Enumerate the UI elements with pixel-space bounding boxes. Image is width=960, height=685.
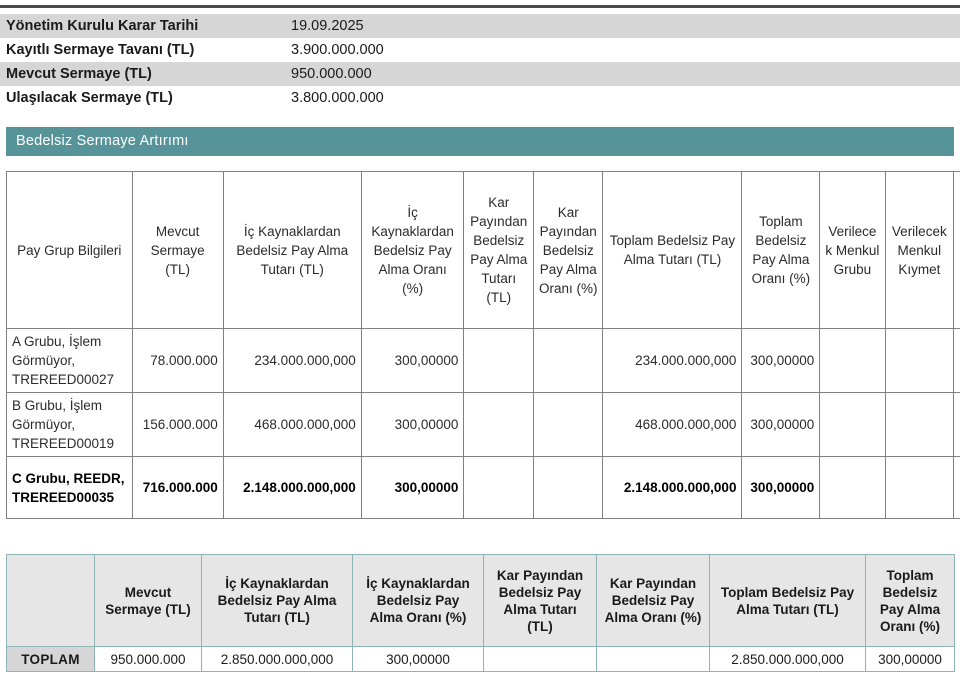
table-row: A Grubu, İşlem Görmüyor, TREREED00027 78… <box>6 328 960 393</box>
detail-cell-menkul-kiymet <box>884 328 955 393</box>
summary-row-value: 950.000.000 <box>291 66 372 82</box>
table-row: TOPLAM 950.000.000 2.850.000.000,000 300… <box>6 646 955 672</box>
detail-cell-ic-oran: 300,00000 <box>360 328 465 393</box>
total-col-header-ic-kaynaklardan-tutar: İç Kaynaklardan Bedelsiz Pay Alma Tutarı… <box>201 554 353 647</box>
summary-row-value: 19.09.2025 <box>291 18 364 34</box>
total-col-header-mevcut-sermaye: Mevcut Sermaye (TL) <box>94 554 202 647</box>
detail-col-header-toplam-oran: Toplam Bedelsiz Pay Alma Oranı (%) <box>741 171 821 329</box>
detail-cell-kar-tutar <box>463 456 534 519</box>
detail-cell-kar-tutar <box>463 328 534 393</box>
summary-table-body: Yönetim Kurulu Karar Tarihi 19.09.2025 K… <box>0 14 960 110</box>
detail-cell-pay-grup: C Grubu, REEDR, TREREED00035 <box>6 456 133 519</box>
total-cell-kar-tutar <box>483 646 597 672</box>
detail-col-header-nevi: Nevi <box>953 171 960 329</box>
total-table-body: TOPLAM 950.000.000 2.850.000.000,000 300… <box>6 646 955 672</box>
detail-col-header-kar-payindan-tutar: Kar Payından Bedelsiz Pay Alma Tutarı (T… <box>463 171 534 329</box>
detail-col-header-ic-kaynaklardan-oran: İç Kaynaklardan Bedelsiz Pay Alma Oranı … <box>360 171 465 329</box>
detail-cell-kar-tutar <box>463 392 534 457</box>
total-cell-toplam-tutar: 2.850.000.000,000 <box>709 646 866 672</box>
summary-row-label: Mevcut Sermaye (TL) <box>6 66 152 82</box>
detail-cell-toplam-tutar: 468.000.000,000 <box>602 392 743 457</box>
summary-row-label: Ulaşılacak Sermaye (TL) <box>6 90 173 106</box>
total-cell-ic-tutar: 2.850.000.000,000 <box>201 646 353 672</box>
detail-cell-mevcut-sermaye: 78.000.000 <box>131 328 224 393</box>
detail-col-header-mevcut-sermaye: Mevcut Sermaye (TL) <box>131 171 224 329</box>
total-table: Mevcut Sermaye (TL) İç Kaynaklardan Bede… <box>6 554 955 672</box>
summary-row: Yönetim Kurulu Karar Tarihi 19.09.2025 <box>0 14 960 38</box>
summary-row: Ulaşılacak Sermaye (TL) 3.800.000.000 <box>0 86 960 110</box>
detail-table-body: A Grubu, İşlem Görmüyor, TREREED00027 78… <box>6 328 960 519</box>
total-row-label: TOPLAM <box>6 646 95 672</box>
total-cell-toplam-oran: 300,00000 <box>865 646 955 672</box>
detail-cell-toplam-oran: 300,00000 <box>741 456 821 519</box>
detail-cell-toplam-oran: 300,00000 <box>741 392 821 457</box>
detail-cell-mevcut-sermaye: 716.000.000 <box>131 456 224 519</box>
detail-col-header-kar-payindan-oran: Kar Payından Bedelsiz Pay Alma Oranı (%) <box>532 171 604 329</box>
detail-cell-nevi <box>953 392 960 457</box>
detail-col-header-toplam-tutar: Toplam Bedelsiz Pay Alma Tutarı (TL) <box>602 171 743 329</box>
detail-cell-menkul-kiymet <box>884 456 955 519</box>
detail-cell-ic-oran: 300,00000 <box>360 392 465 457</box>
summary-row-label: Yönetim Kurulu Karar Tarihi <box>6 18 199 34</box>
detail-cell-toplam-oran: 300,00000 <box>741 328 821 393</box>
detail-cell-nevi <box>953 328 960 393</box>
detail-cell-ic-tutar: 468.000.000,000 <box>222 392 362 457</box>
detail-col-header-verilecek-menkul-grubu: Verilecek Menkul Grubu <box>819 171 886 329</box>
detail-cell-menkul-kiymet <box>884 392 955 457</box>
top-divider <box>0 5 960 8</box>
detail-cell-kar-oran <box>532 456 604 519</box>
detail-cell-menkul-grubu <box>819 328 886 393</box>
detail-cell-kar-oran <box>532 328 604 393</box>
summary-row-label: Kayıtlı Sermaye Tavanı (TL) <box>6 42 195 58</box>
table-row: B Grubu, İşlem Görmüyor, TREREED00019 15… <box>6 392 960 457</box>
total-cell-ic-oran: 300,00000 <box>352 646 484 672</box>
detail-cell-ic-tutar: 2.148.000.000,000 <box>222 456 362 519</box>
detail-table-head: Pay Grup Bilgileri Mevcut Sermaye (TL) İ… <box>6 171 960 329</box>
detail-table: Pay Grup Bilgileri Mevcut Sermaye (TL) İ… <box>6 171 960 519</box>
detail-cell-toplam-tutar: 2.148.000.000,000 <box>602 456 743 519</box>
summary-row-value: 3.900.000.000 <box>291 42 384 58</box>
detail-col-header-pay-grup-bilgileri: Pay Grup Bilgileri <box>6 171 133 329</box>
detail-col-header-verilecek-menkul-kiymet: Verilecek Menkul Kıymet <box>884 171 955 329</box>
detail-cell-ic-oran: 300,00000 <box>360 456 465 519</box>
detail-header-row: Pay Grup Bilgileri Mevcut Sermaye (TL) İ… <box>6 171 960 329</box>
table-row: C Grubu, REEDR, TREREED00035 716.000.000… <box>6 456 960 519</box>
detail-cell-pay-grup: A Grubu, İşlem Görmüyor, TREREED00027 <box>6 328 133 393</box>
detail-col-header-ic-kaynaklardan-tutar: İç Kaynaklardan Bedelsiz Pay Alma Tutarı… <box>222 171 362 329</box>
total-cell-mevcut-sermaye: 950.000.000 <box>94 646 202 672</box>
total-col-header-kar-payindan-oran: Kar Payından Bedelsiz Pay Alma Oranı (%) <box>596 554 710 647</box>
detail-cell-kar-oran <box>532 392 604 457</box>
total-col-header-blank <box>6 554 95 647</box>
total-cell-kar-oran <box>596 646 710 672</box>
total-table-wrap: Mevcut Sermaye (TL) İç Kaynaklardan Bede… <box>6 554 955 672</box>
total-table-head: Mevcut Sermaye (TL) İç Kaynaklardan Bede… <box>6 554 955 647</box>
summary-table: Yönetim Kurulu Karar Tarihi 19.09.2025 K… <box>0 14 960 110</box>
section-banner: Bedelsiz Sermaye Artırımı <box>6 127 954 156</box>
detail-cell-ic-tutar: 234.000.000,000 <box>222 328 362 393</box>
detail-cell-menkul-grubu <box>819 392 886 457</box>
total-col-header-toplam-tutar: Toplam Bedelsiz Pay Alma Tutarı (TL) <box>709 554 866 647</box>
detail-cell-menkul-grubu <box>819 456 886 519</box>
detail-cell-nevi <box>953 456 960 519</box>
detail-cell-mevcut-sermaye: 156.000.000 <box>131 392 224 457</box>
detail-cell-toplam-tutar: 234.000.000,000 <box>602 328 743 393</box>
summary-row: Kayıtlı Sermaye Tavanı (TL) 3.900.000.00… <box>0 38 960 62</box>
detail-cell-pay-grup: B Grubu, İşlem Görmüyor, TREREED00019 <box>6 392 133 457</box>
summary-row-value: 3.800.000.000 <box>291 90 384 106</box>
summary-row: Mevcut Sermaye (TL) 950.000.000 <box>0 62 960 86</box>
total-col-header-kar-payindan-tutar: Kar Payından Bedelsiz Pay Alma Tutarı (T… <box>483 554 597 647</box>
total-col-header-toplam-oran: Toplam Bedelsiz Pay Alma Oranı (%) <box>865 554 955 647</box>
total-col-header-ic-kaynaklardan-oran: İç Kaynaklardan Bedelsiz Pay Alma Oranı … <box>352 554 484 647</box>
total-header-row: Mevcut Sermaye (TL) İç Kaynaklardan Bede… <box>6 554 955 647</box>
detail-table-wrap: Pay Grup Bilgileri Mevcut Sermaye (TL) İ… <box>6 171 960 519</box>
